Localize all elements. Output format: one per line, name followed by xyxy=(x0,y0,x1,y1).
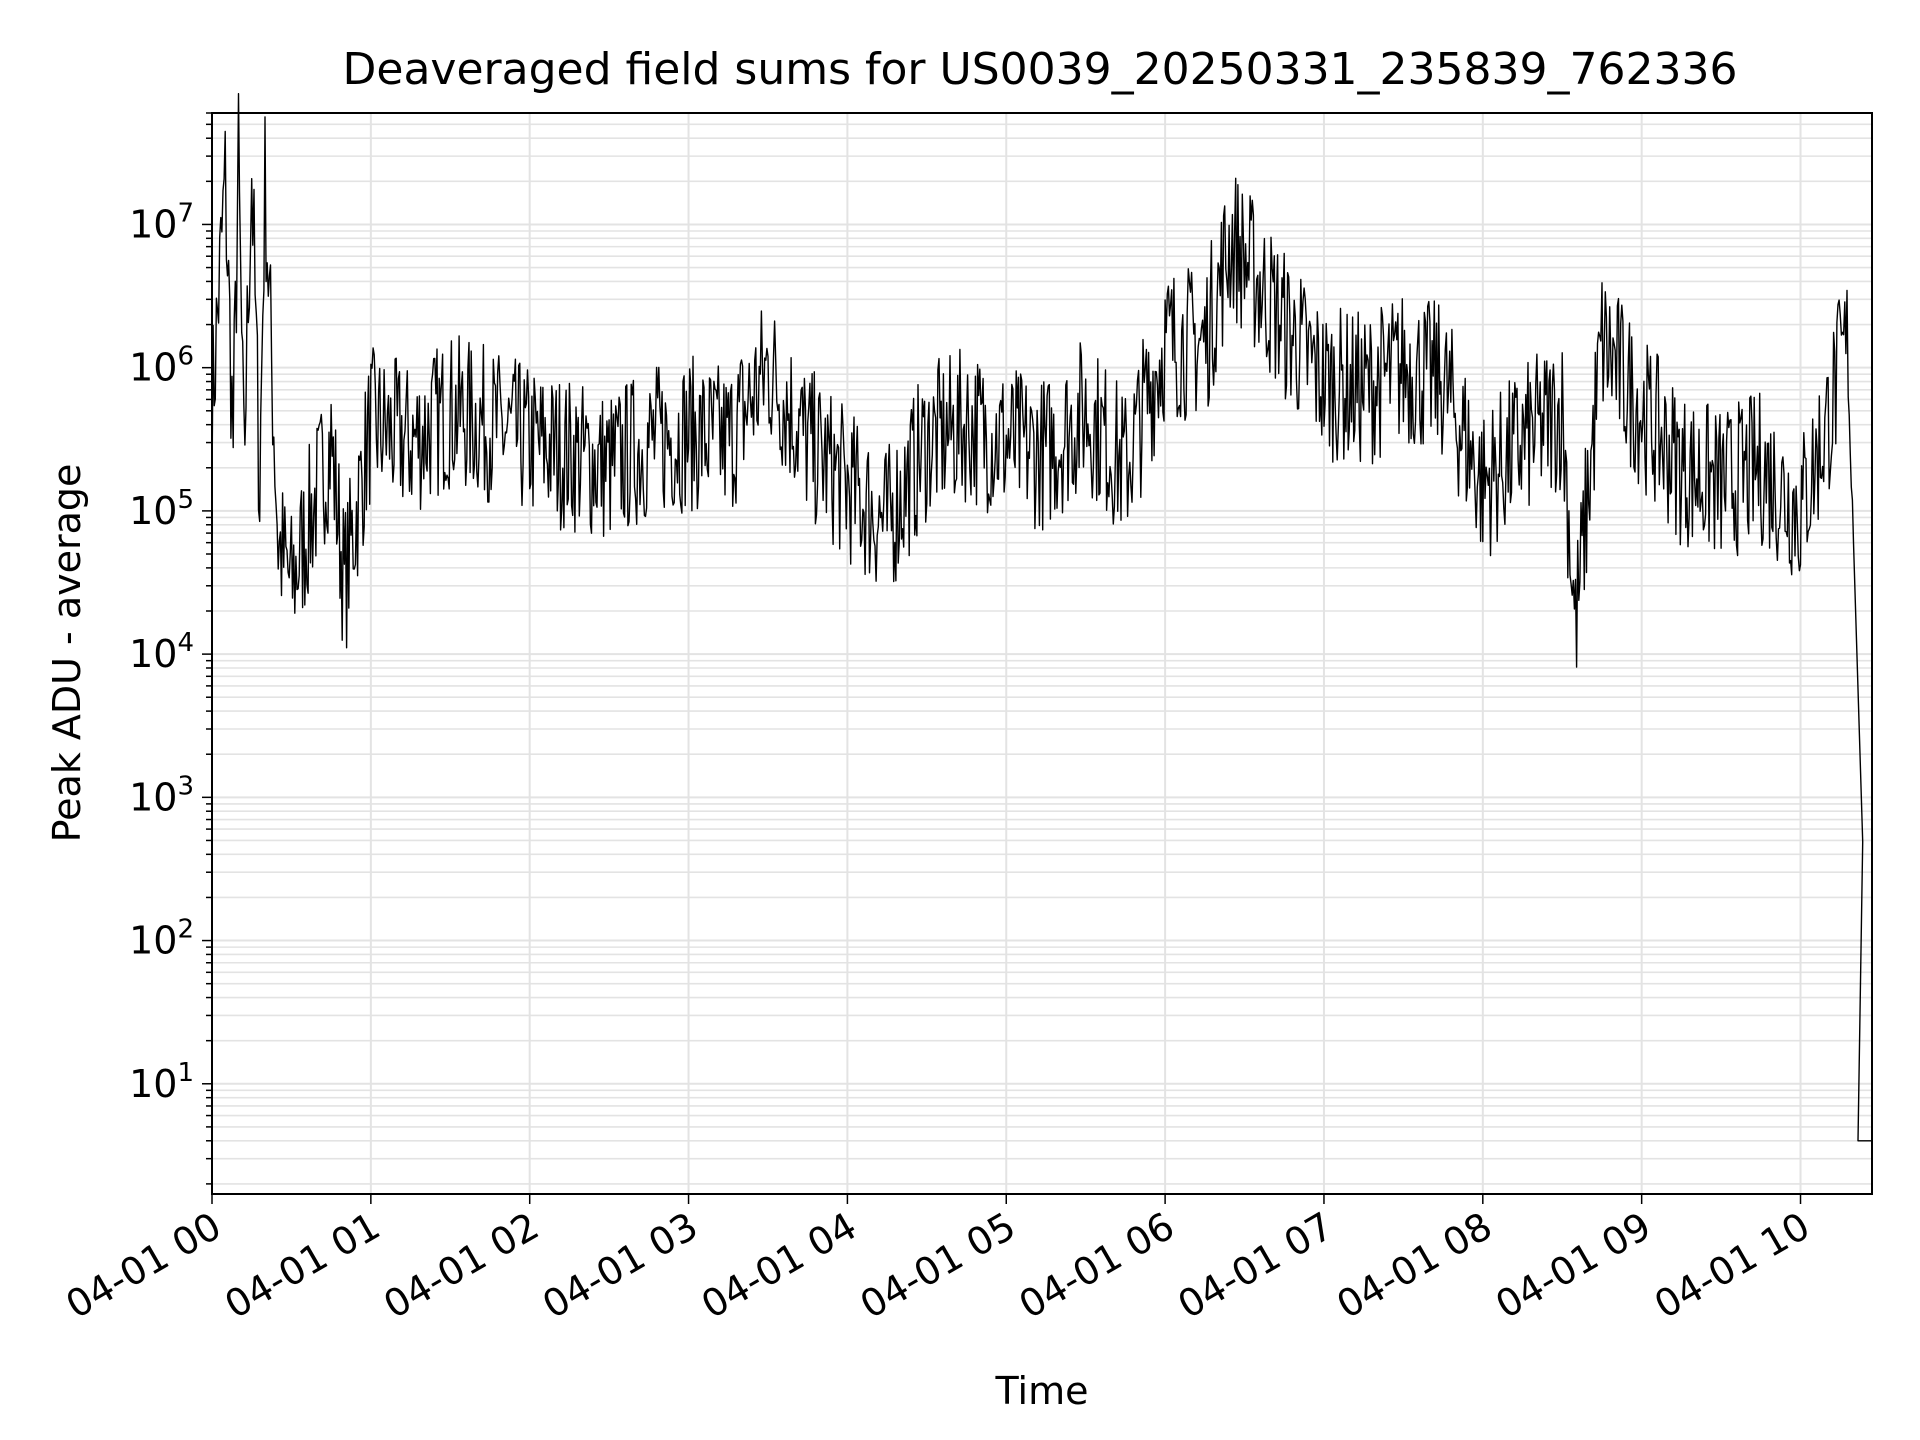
x-tick-label: 04-01 02 xyxy=(376,1204,546,1328)
x-tick-label: 04-01 07 xyxy=(1170,1204,1340,1328)
y-tick-label: 103 xyxy=(129,771,194,819)
y-tick-label: 104 xyxy=(129,628,194,676)
x-tick-label: 04-01 05 xyxy=(853,1204,1023,1328)
x-tick-label: 04-01 10 xyxy=(1647,1204,1817,1328)
x-tick-label: 04-01 06 xyxy=(1012,1204,1182,1328)
x-tick-label: 04-01 00 xyxy=(59,1204,229,1328)
x-tick-label: 04-01 01 xyxy=(217,1204,387,1328)
y-tick-label: 105 xyxy=(129,485,194,533)
series-line xyxy=(211,93,1872,1142)
x-tick-label: 04-01 04 xyxy=(694,1204,864,1328)
chart-title: Deaveraged field sums for US0039_2025033… xyxy=(343,44,1738,95)
x-tick-label: 04-01 08 xyxy=(1329,1204,1499,1328)
grid xyxy=(211,112,1872,1194)
x-tick-label: 04-01 03 xyxy=(535,1204,705,1328)
y-tick-label: 106 xyxy=(129,342,194,390)
x-tick-label: 04-01 09 xyxy=(1488,1204,1658,1328)
x-axis-label: Time xyxy=(995,1369,1089,1413)
y-axis: 101 102 103 104 105 106 107 xyxy=(129,112,212,1185)
y-tick-label: 101 xyxy=(129,1058,194,1106)
y-tick-label: 102 xyxy=(129,915,194,963)
y-axis-label: Peak ADU - average xyxy=(45,464,89,843)
y-tick-label: 107 xyxy=(129,198,194,246)
series-layer xyxy=(211,93,1872,1142)
